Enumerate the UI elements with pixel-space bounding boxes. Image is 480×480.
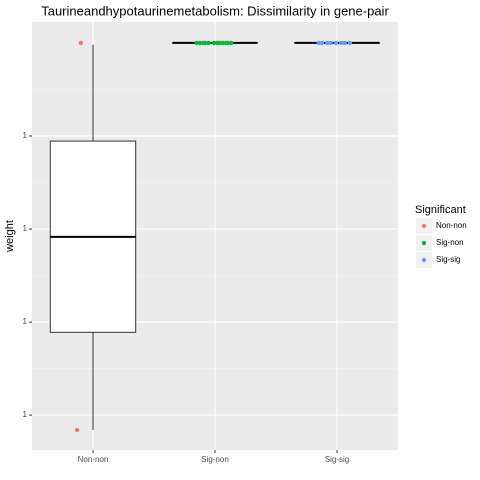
point	[194, 40, 199, 46]
y-tick-label: 1	[23, 317, 28, 326]
point	[220, 40, 225, 46]
x-tick-label: Sig-non	[201, 455, 229, 464]
point	[211, 40, 217, 46]
legend-swatch	[421, 240, 427, 246]
y-tick-label: 1	[23, 410, 28, 419]
point	[74, 427, 80, 433]
point	[316, 40, 321, 46]
x-tick-label: Non-non	[78, 455, 109, 464]
chart-title: Taurineandhypotaurinemetabolism: Dissimi…	[41, 3, 389, 18]
point	[319, 40, 325, 46]
point	[229, 40, 234, 46]
point	[201, 40, 206, 46]
y-axis-title: weight	[4, 220, 16, 253]
point	[342, 40, 347, 46]
legend-title: Significant	[415, 204, 466, 216]
point	[78, 40, 84, 46]
legend-label: Sig-sig	[436, 255, 460, 264]
point	[347, 40, 353, 46]
point	[328, 40, 333, 46]
legend-swatch	[421, 257, 427, 263]
point	[333, 40, 339, 46]
point	[325, 40, 330, 46]
point	[197, 40, 203, 46]
point	[215, 40, 220, 46]
point	[206, 40, 211, 46]
point	[339, 40, 344, 46]
x-tick-label: Sig-sig	[325, 455, 349, 464]
legend-label: Sig-non	[436, 238, 464, 247]
y-tick-label: 1	[23, 224, 28, 233]
legend-label: Non-non	[436, 221, 467, 230]
legend-swatch	[421, 223, 427, 229]
point	[223, 40, 229, 46]
y-tick-label: 1	[23, 131, 28, 140]
